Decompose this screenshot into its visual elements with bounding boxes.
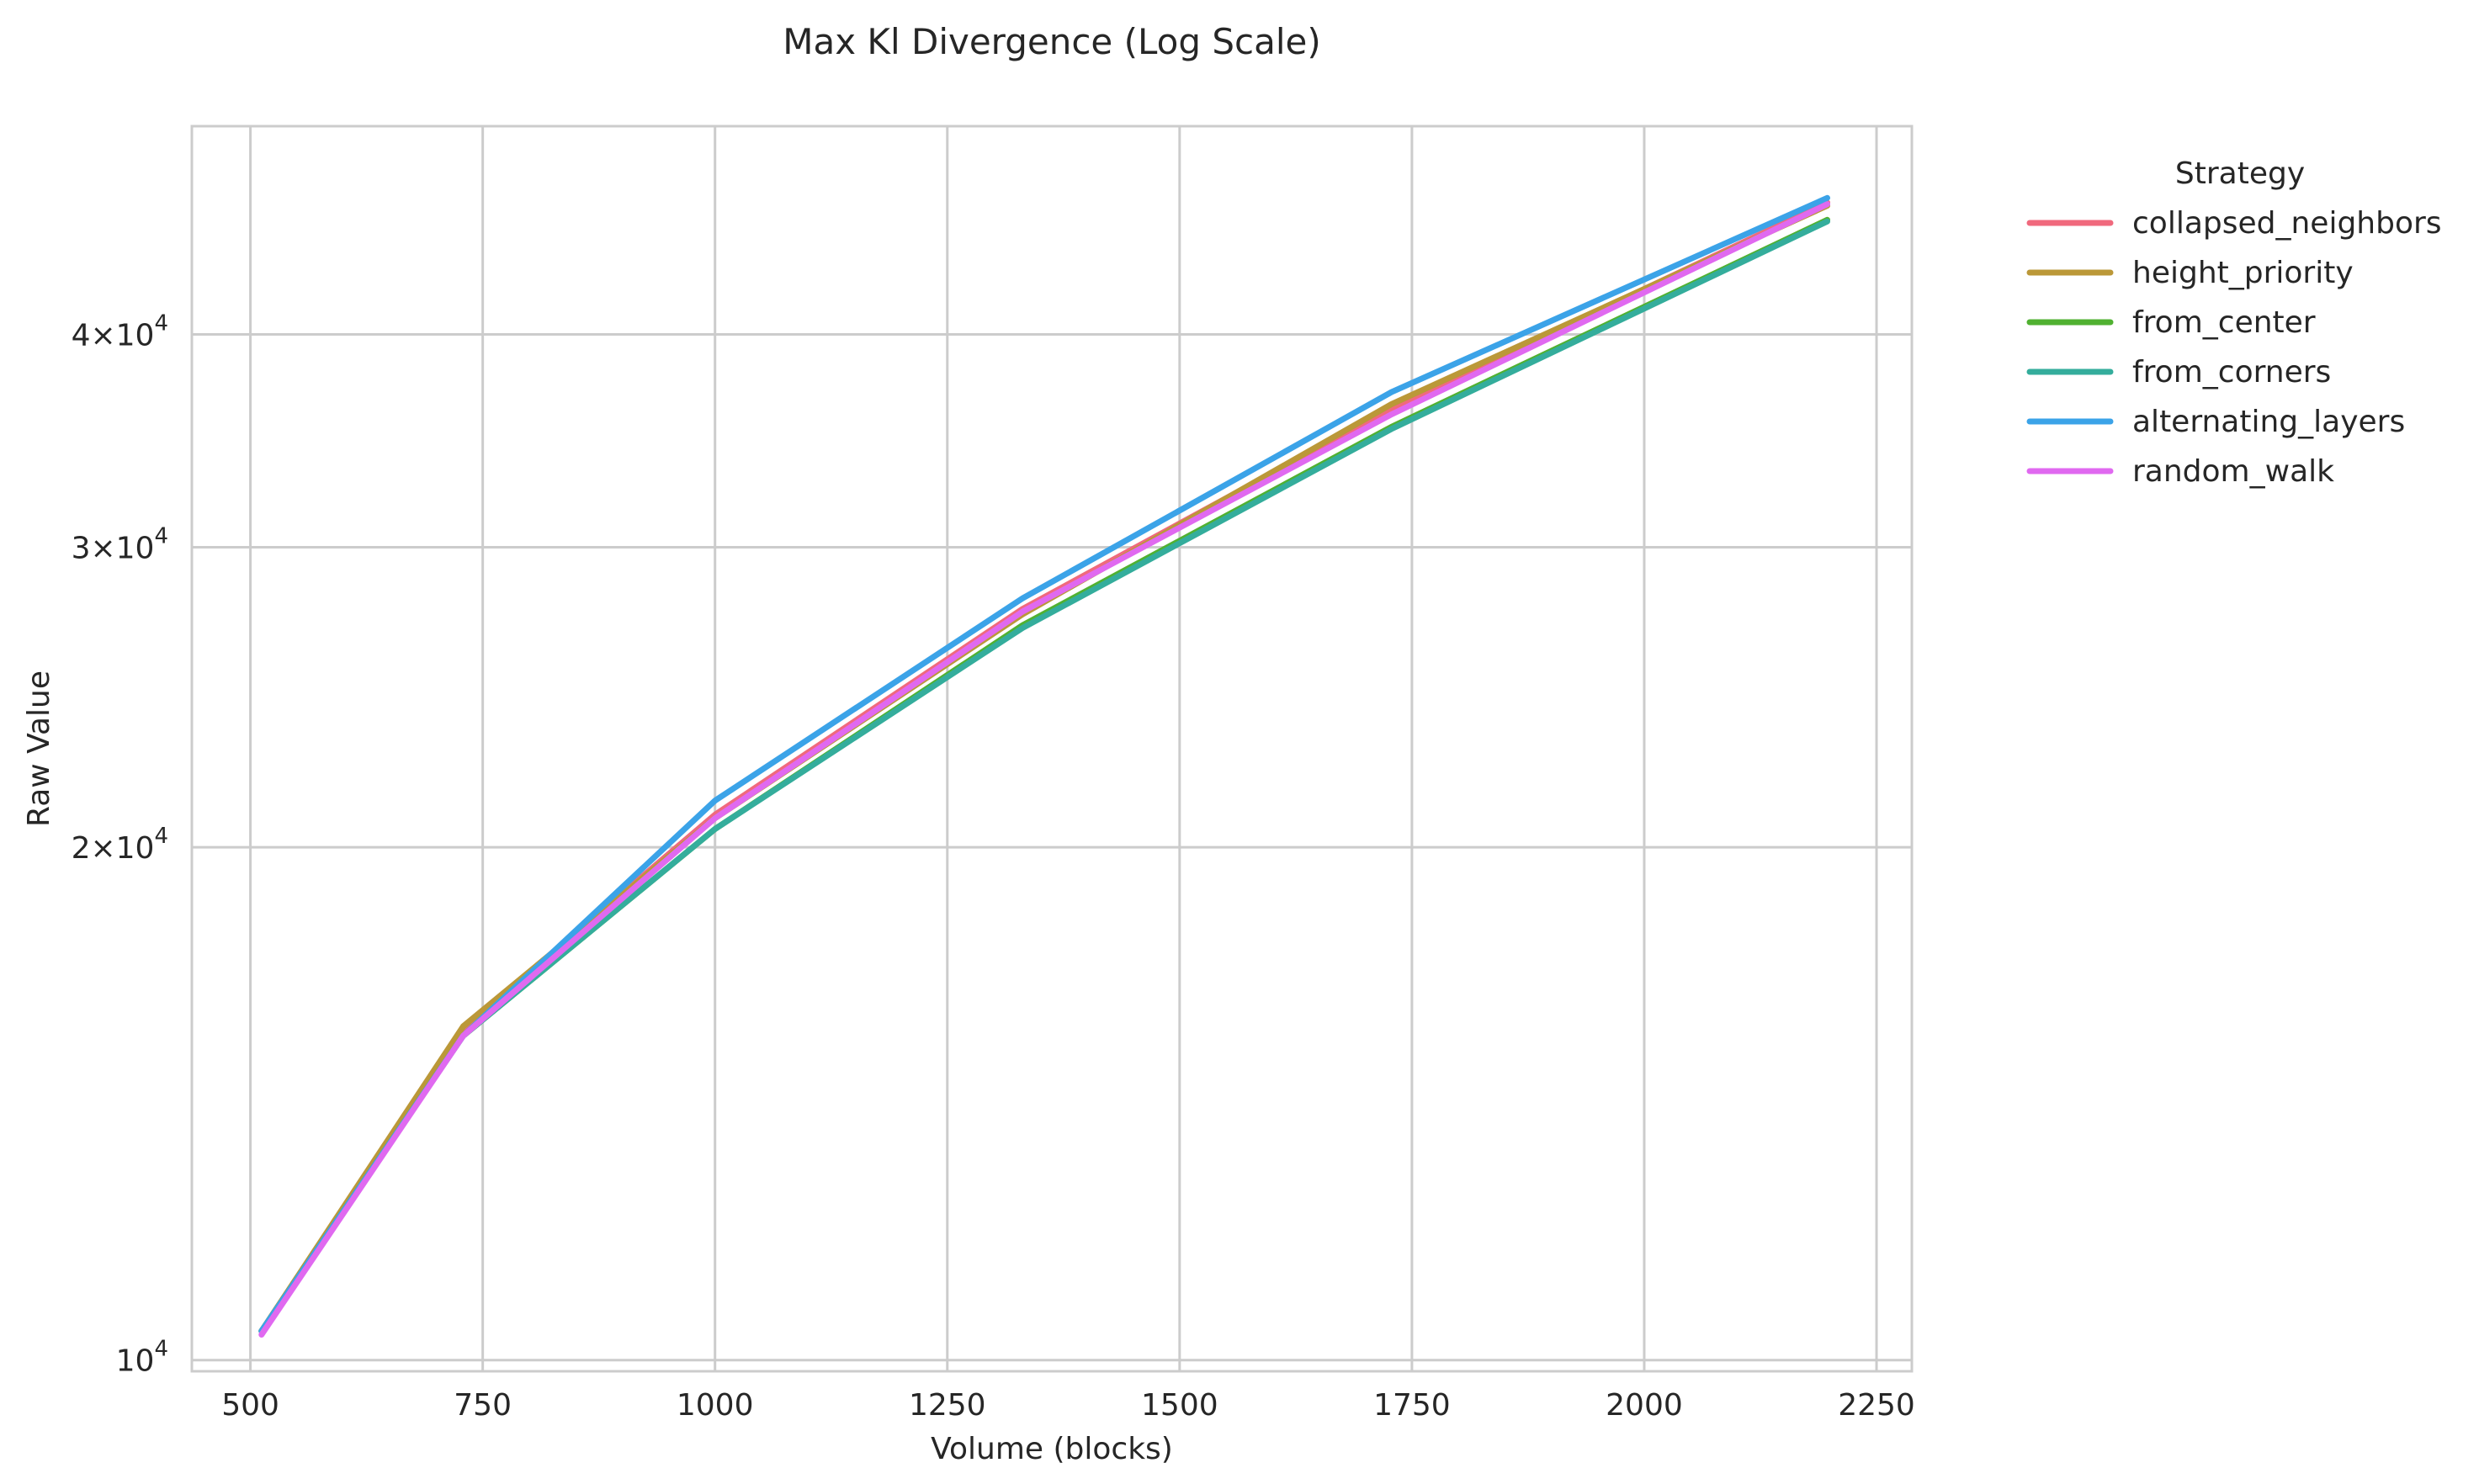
- legend-label: alternating_layers: [2132, 405, 2405, 439]
- y-tick-label: 2×104: [72, 824, 168, 866]
- x-tick-label: 2000: [1606, 1388, 1683, 1423]
- x-tick-label: 1500: [1141, 1388, 1218, 1423]
- series-line-alternating-layers: [258, 194, 1830, 1334]
- plot-frame: [190, 125, 1914, 1373]
- legend: Strategy collapsed_neighbors height_prior…: [2026, 156, 2442, 489]
- x-tick-label: 1000: [677, 1388, 754, 1423]
- chart-title: Max Kl Divergence (Log Scale): [783, 21, 1321, 62]
- y-tick-label: 104: [116, 1337, 168, 1379]
- x-tick-label: 500: [221, 1388, 279, 1423]
- y-tick-label: 3×104: [72, 524, 168, 566]
- series-lines: [258, 194, 1830, 1338]
- legend-label: collapsed_neighbors: [2132, 206, 2442, 241]
- legend-label: from_center: [2132, 305, 2316, 340]
- series-line-height-priority: [258, 203, 1830, 1334]
- x-axis-label: Volume (blocks): [931, 1432, 1173, 1466]
- series-line-random-walk: [258, 201, 1830, 1338]
- series-line-from-center: [258, 216, 1830, 1334]
- series-line-collapsed-neighbors: [258, 199, 1830, 1334]
- legend-title: Strategy: [2175, 156, 2305, 191]
- x-tick-label: 2250: [1838, 1388, 1915, 1423]
- x-tick-label: 1750: [1373, 1388, 1451, 1423]
- legend-label: random_walk: [2132, 454, 2334, 489]
- x-tick-label: 750: [454, 1388, 512, 1423]
- legend-label: height_priority: [2132, 256, 2354, 290]
- series-line-from-corners: [258, 218, 1830, 1334]
- y-tick-labels: 104 2×104 3×104 4×104: [72, 310, 168, 1378]
- grid: [192, 126, 1912, 1371]
- y-tick-label: 4×104: [72, 310, 168, 352]
- legend-label: from_corners: [2132, 355, 2331, 390]
- x-tick-label: 1250: [909, 1388, 986, 1423]
- y-axis-label: Raw Value: [22, 670, 56, 827]
- x-tick-labels: 500 750 1000 1250 1500 1750 2000 2250: [221, 1388, 1915, 1423]
